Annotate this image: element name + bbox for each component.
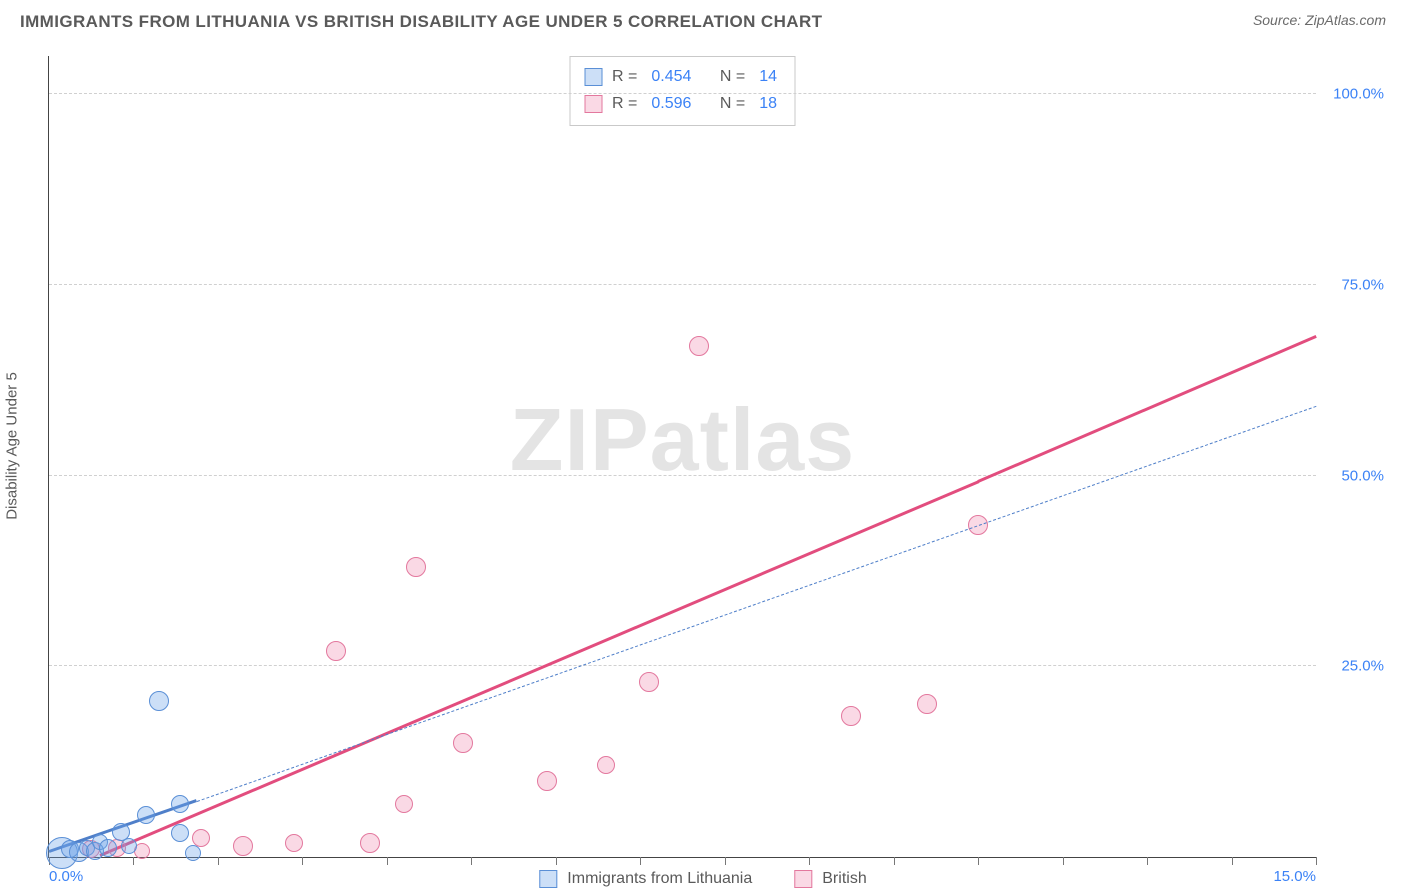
grid-line <box>49 284 1316 285</box>
stats-legend-box: R = 0.454 N = 14 R = 0.596 N = 18 <box>569 56 796 126</box>
grid-line <box>49 93 1316 94</box>
stats-legend-row-b: R = 0.596 N = 18 <box>584 90 781 117</box>
swatch-series-a <box>584 68 602 86</box>
data-point-british <box>406 557 426 577</box>
chart-area: ZIPatlas R = 0.454 N = 14 R = 0.596 N = … <box>48 56 1388 858</box>
swatch-series-a <box>539 870 557 888</box>
data-point-british <box>326 641 346 661</box>
x-tick <box>218 857 219 865</box>
x-tick-label: 15.0% <box>1273 868 1316 885</box>
data-point-british <box>537 771 557 791</box>
y-tick-label: 50.0% <box>1341 467 1384 484</box>
data-point-british <box>192 829 210 847</box>
y-tick-label: 100.0% <box>1333 86 1384 103</box>
data-point-lithuania <box>137 806 155 824</box>
trend-line <box>99 480 979 857</box>
legend-label-a: Immigrants from Lithuania <box>567 870 752 888</box>
data-point-british <box>360 833 380 853</box>
x-tick <box>640 857 641 865</box>
data-point-british <box>395 795 413 813</box>
n-label: N = <box>720 90 745 117</box>
source-attribution: Source: ZipAtlas.com <box>1253 12 1386 28</box>
swatch-series-b <box>584 95 602 113</box>
x-tick <box>471 857 472 865</box>
r-label: R = <box>612 90 637 117</box>
x-tick <box>302 857 303 865</box>
x-tick <box>978 857 979 865</box>
y-tick-label: 75.0% <box>1341 276 1384 293</box>
grid-line <box>49 475 1316 476</box>
data-point-lithuania <box>121 838 137 854</box>
data-point-lithuania <box>149 691 169 711</box>
x-tick <box>1316 857 1317 865</box>
n-label: N = <box>720 63 745 90</box>
bottom-legend: Immigrants from Lithuania British <box>539 870 866 888</box>
data-point-british <box>233 836 253 856</box>
data-point-british <box>841 706 861 726</box>
legend-label-b: British <box>822 870 866 888</box>
x-tick <box>1063 857 1064 865</box>
r-value-a: 0.454 <box>651 63 691 90</box>
n-value-b: 18 <box>759 90 777 117</box>
data-point-british <box>285 834 303 852</box>
data-point-lithuania <box>185 845 201 861</box>
data-point-lithuania <box>99 839 117 857</box>
y-tick-label: 25.0% <box>1341 658 1384 675</box>
legend-item-a: Immigrants from Lithuania <box>539 870 752 888</box>
plot-area: ZIPatlas R = 0.454 N = 14 R = 0.596 N = … <box>48 56 1316 858</box>
x-tick <box>133 857 134 865</box>
x-tick-label: 0.0% <box>49 868 83 885</box>
n-value-a: 14 <box>759 63 777 90</box>
trend-line <box>978 335 1317 483</box>
x-tick <box>1147 857 1148 865</box>
x-tick <box>387 857 388 865</box>
data-point-british <box>639 672 659 692</box>
r-value-b: 0.596 <box>651 90 691 117</box>
trend-line <box>197 406 1317 802</box>
data-point-british <box>917 694 937 714</box>
data-point-lithuania <box>171 795 189 813</box>
x-tick <box>809 857 810 865</box>
x-tick <box>1232 857 1233 865</box>
grid-line <box>49 665 1316 666</box>
r-label: R = <box>612 63 637 90</box>
x-tick <box>894 857 895 865</box>
x-tick <box>725 857 726 865</box>
page-title: IMMIGRANTS FROM LITHUANIA VS BRITISH DIS… <box>20 12 822 32</box>
x-tick <box>556 857 557 865</box>
stats-legend-row-a: R = 0.454 N = 14 <box>584 63 781 90</box>
data-point-british <box>453 733 473 753</box>
watermark: ZIPatlas <box>510 389 855 491</box>
legend-item-b: British <box>794 870 866 888</box>
data-point-british <box>689 336 709 356</box>
data-point-british <box>597 756 615 774</box>
y-axis-label: Disability Age Under 5 <box>4 372 21 520</box>
data-point-lithuania <box>171 824 189 842</box>
swatch-series-b <box>794 870 812 888</box>
